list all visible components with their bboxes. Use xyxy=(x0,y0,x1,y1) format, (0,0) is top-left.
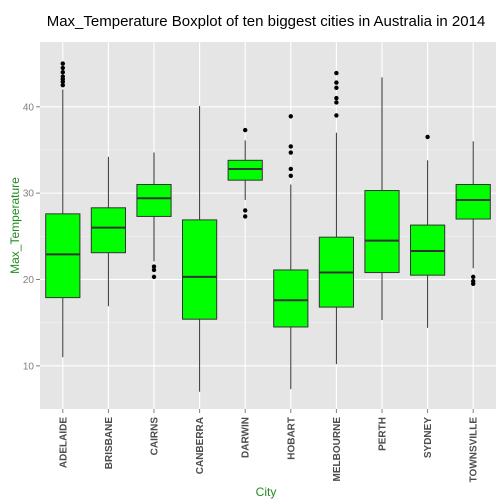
y-tick-label: 20 xyxy=(23,275,35,286)
y-axis-title: Max_Temperature xyxy=(8,177,22,274)
x-tick-label: CANBERRA xyxy=(195,417,206,474)
outlier-point xyxy=(334,113,339,118)
box-cairns xyxy=(136,152,172,280)
outlier-point xyxy=(151,264,157,269)
box-darwin xyxy=(227,127,263,219)
x-tick-label: BRISBANE xyxy=(104,417,115,470)
outlier-point xyxy=(243,127,248,133)
x-tick-label: TOWNSVILLE xyxy=(469,417,480,483)
outlier-point xyxy=(334,100,339,105)
outlier-point xyxy=(334,85,339,90)
y-axis-ticks: 10 20 30 40 xyxy=(23,102,40,372)
outlier-point xyxy=(334,80,339,85)
outlier-point xyxy=(151,267,157,273)
outlier-point xyxy=(60,65,65,71)
outlier-point xyxy=(288,173,293,179)
outlier-point xyxy=(288,150,293,155)
outlier-point xyxy=(60,61,65,66)
boxes-layer xyxy=(45,61,491,392)
box-adelaide xyxy=(45,61,81,358)
outlier-point xyxy=(151,274,157,280)
outlier-point xyxy=(288,114,293,119)
outlier-point xyxy=(243,214,248,219)
x-axis-title: City xyxy=(256,485,277,499)
x-tick-label: HOBART xyxy=(286,417,297,460)
outlier-point xyxy=(471,274,476,280)
outlier-point xyxy=(288,166,293,172)
outlier-point xyxy=(471,281,476,286)
outlier-point xyxy=(60,70,65,75)
box-hobart xyxy=(273,114,309,390)
chart-title: Max_Temperature Boxplot of ten biggest c… xyxy=(47,13,486,30)
outlier-point xyxy=(60,82,65,88)
iqr-box xyxy=(45,213,81,299)
iqr-box xyxy=(227,159,263,181)
y-tick-label: 30 xyxy=(23,189,35,200)
x-tick-label: MELBOURNE xyxy=(332,417,343,482)
outlier-point xyxy=(425,134,430,140)
iqr-box xyxy=(273,269,309,328)
x-tick-label: PERTH xyxy=(378,417,389,451)
iqr-box xyxy=(364,190,400,274)
box-perth xyxy=(364,77,400,321)
outlier-point xyxy=(288,144,293,149)
iqr-box xyxy=(182,219,218,320)
outlier-point xyxy=(334,95,339,101)
y-tick-label: 40 xyxy=(23,102,35,113)
box-brisbane xyxy=(90,156,127,307)
x-tick-label: DARWIN xyxy=(241,417,252,458)
outlier-point xyxy=(243,208,248,213)
iqr-box xyxy=(455,183,491,220)
box-townsville xyxy=(455,141,491,286)
iqr-box xyxy=(136,183,172,217)
box-melbourne xyxy=(318,70,354,365)
outlier-point xyxy=(334,70,339,76)
iqr-box xyxy=(90,207,127,254)
x-tick-label: SYDNEY xyxy=(423,417,434,458)
box-canberra xyxy=(182,105,218,392)
outlier-point xyxy=(60,74,65,79)
x-axis-ticks: ADELAIDE BRISBANE CAIRNS CANBERRA DARWIN HOBA… xyxy=(58,409,480,483)
x-tick-label: ADELAIDE xyxy=(58,417,69,468)
y-tick-label: 10 xyxy=(23,361,35,372)
box-sydney xyxy=(410,134,446,328)
x-tick-label: CAIRNS xyxy=(150,417,161,456)
